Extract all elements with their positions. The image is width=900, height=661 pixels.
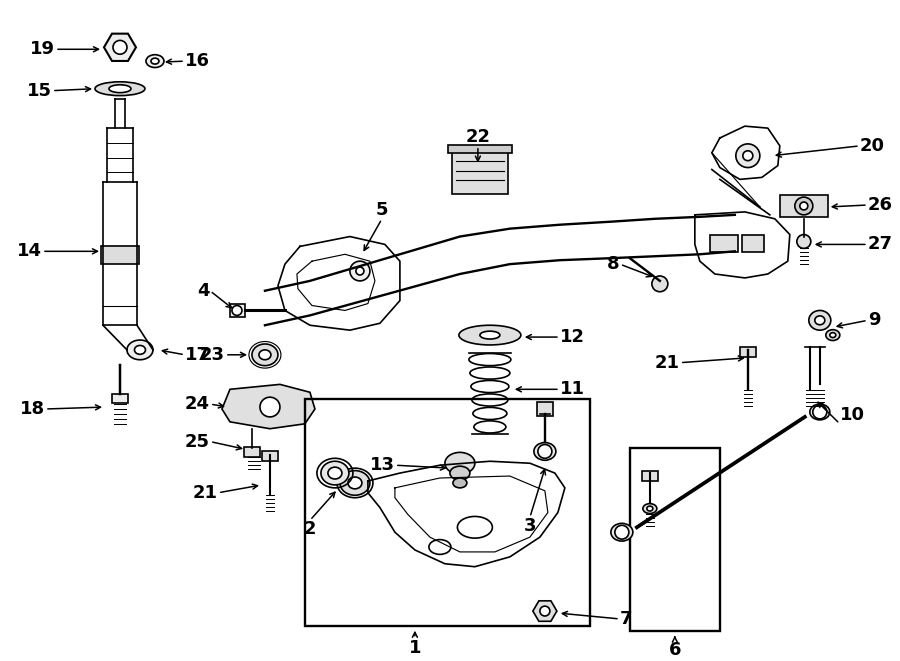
Ellipse shape	[450, 466, 470, 480]
Circle shape	[538, 444, 552, 458]
Circle shape	[350, 261, 370, 281]
Text: 11: 11	[560, 380, 585, 399]
Text: 20: 20	[860, 137, 885, 155]
Ellipse shape	[95, 82, 145, 96]
Ellipse shape	[252, 344, 278, 366]
Bar	[230, 303, 245, 317]
Bar	[630, 448, 720, 631]
Ellipse shape	[259, 350, 271, 360]
Circle shape	[742, 151, 752, 161]
Ellipse shape	[534, 442, 556, 460]
Text: 19: 19	[30, 40, 55, 58]
Circle shape	[796, 235, 811, 249]
Ellipse shape	[814, 316, 824, 325]
Bar	[244, 447, 260, 457]
Bar	[305, 399, 590, 626]
Bar	[742, 235, 764, 253]
Text: 1: 1	[409, 639, 421, 656]
Bar	[740, 347, 756, 357]
Bar	[537, 402, 553, 416]
Bar	[112, 394, 128, 403]
Ellipse shape	[810, 404, 830, 420]
Circle shape	[232, 305, 242, 315]
Text: 25: 25	[185, 432, 210, 451]
Ellipse shape	[453, 478, 467, 488]
Text: 10: 10	[840, 406, 865, 424]
Bar	[642, 471, 658, 481]
Text: 16: 16	[185, 52, 210, 70]
Ellipse shape	[146, 55, 164, 67]
Circle shape	[813, 405, 827, 419]
Text: 6: 6	[669, 641, 681, 658]
Ellipse shape	[643, 504, 657, 514]
Circle shape	[652, 276, 668, 292]
Ellipse shape	[429, 539, 451, 555]
Ellipse shape	[647, 506, 652, 511]
Circle shape	[540, 606, 550, 616]
Ellipse shape	[328, 467, 342, 479]
Ellipse shape	[127, 340, 153, 360]
Ellipse shape	[480, 331, 500, 339]
Text: 2: 2	[303, 520, 316, 539]
Bar	[101, 247, 139, 264]
Circle shape	[800, 202, 808, 210]
Ellipse shape	[109, 85, 131, 93]
Text: 4: 4	[197, 282, 210, 299]
Text: 21: 21	[655, 354, 680, 371]
Text: 8: 8	[608, 255, 620, 273]
Text: 13: 13	[370, 456, 395, 474]
Circle shape	[615, 525, 629, 539]
Ellipse shape	[826, 330, 840, 340]
Ellipse shape	[340, 471, 370, 495]
Text: 22: 22	[465, 128, 491, 146]
Text: 7: 7	[620, 610, 633, 628]
Ellipse shape	[830, 332, 836, 338]
Text: 18: 18	[20, 400, 45, 418]
Ellipse shape	[611, 524, 633, 541]
Ellipse shape	[445, 452, 475, 474]
Text: 5: 5	[375, 201, 388, 219]
Text: 27: 27	[868, 235, 893, 253]
Polygon shape	[222, 385, 315, 429]
Ellipse shape	[459, 325, 521, 345]
Ellipse shape	[321, 461, 349, 485]
Text: 26: 26	[868, 196, 893, 214]
Text: 14: 14	[17, 243, 42, 260]
Text: 9: 9	[868, 311, 880, 329]
Circle shape	[795, 197, 813, 215]
Circle shape	[113, 40, 127, 54]
Text: 17: 17	[185, 346, 210, 364]
Circle shape	[736, 144, 760, 167]
Ellipse shape	[151, 58, 159, 64]
Text: 12: 12	[560, 328, 585, 346]
Bar	[779, 195, 828, 217]
Ellipse shape	[457, 516, 492, 538]
Text: 21: 21	[193, 484, 218, 502]
Text: 15: 15	[27, 82, 52, 100]
Ellipse shape	[134, 346, 146, 354]
Bar	[262, 451, 278, 461]
Circle shape	[356, 267, 364, 275]
Circle shape	[260, 397, 280, 417]
Ellipse shape	[809, 311, 831, 330]
Text: 24: 24	[185, 395, 210, 413]
Text: 3: 3	[524, 518, 536, 535]
Bar	[710, 235, 738, 253]
Ellipse shape	[348, 477, 362, 489]
Bar	[452, 151, 508, 194]
Bar	[448, 145, 512, 153]
Text: 23: 23	[200, 346, 225, 364]
